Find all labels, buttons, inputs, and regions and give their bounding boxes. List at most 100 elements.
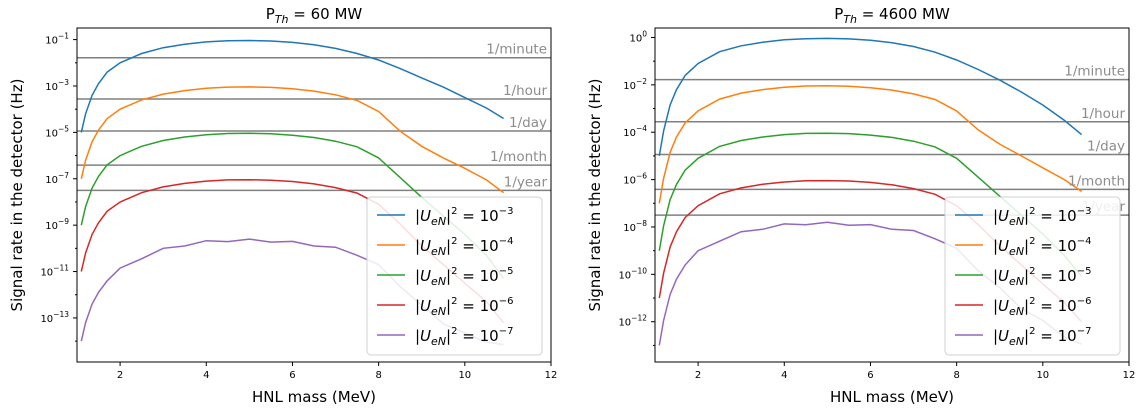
legend-label-sub: eN xyxy=(1009,305,1024,318)
x-axis-label: HNL mass (MeV) xyxy=(252,388,376,406)
y-tick-exp: −6 xyxy=(636,172,647,181)
y-tick-base: 10 xyxy=(45,82,58,93)
legend-label: |UeN|2 = 10−5 xyxy=(993,266,1091,288)
legend-label: |UeN|2 = 10−7 xyxy=(993,326,1091,348)
y-tick-label: 10−1 xyxy=(45,32,69,47)
legend-label-u: |U xyxy=(415,267,431,285)
legend-label: |UeN|2 = 10−5 xyxy=(415,266,513,288)
legend-label-sub: eN xyxy=(431,335,446,348)
y-tick-exp: −9 xyxy=(58,217,69,226)
legend-label-exp: −5 xyxy=(499,266,514,277)
y-axis-label: Signal rate in the detector (Hz) xyxy=(8,79,26,312)
series-line xyxy=(658,37,1083,157)
legend-label-bar: | xyxy=(446,297,451,315)
series-line xyxy=(80,86,505,194)
legend-label-sub: eN xyxy=(431,245,446,258)
legend-label-bar: | xyxy=(1024,267,1029,285)
reference-label: 1/month xyxy=(1068,173,1125,189)
legend-label-eq: = 10 xyxy=(457,267,498,285)
x-tick-label: 12 xyxy=(1123,370,1136,381)
y-tick-label: 10−5 xyxy=(45,124,69,139)
legend-label-u: |U xyxy=(415,207,431,225)
legend-label-exp: −3 xyxy=(1077,206,1092,217)
y-tick-base: 10 xyxy=(618,318,631,329)
x-tick-label: 12 xyxy=(545,370,558,381)
legend-label-u: |U xyxy=(993,297,1009,315)
legend-label: |UeN|2 = 10−6 xyxy=(415,296,513,318)
legend-label-sub: eN xyxy=(1009,335,1024,348)
legend-label: |UeN|2 = 10−7 xyxy=(415,326,513,348)
legend-label-bar: | xyxy=(446,237,451,255)
reference-label: 1/hour xyxy=(503,83,548,99)
chart-title-sub: Th xyxy=(843,13,857,26)
y-tick-exp: −4 xyxy=(636,124,647,133)
y-tick-exp: −8 xyxy=(636,219,647,228)
reference-label: 1/day xyxy=(509,115,547,131)
legend-label-eq: = 10 xyxy=(1035,207,1076,225)
y-tick-label: 10−6 xyxy=(623,172,647,187)
x-tick-label: 4 xyxy=(781,370,787,381)
chart-title-main: P xyxy=(834,5,843,23)
legend-label-exp: −7 xyxy=(1077,326,1092,337)
chart-panel-0: PTh = 60 MW 1/minute 1/hour 1/day 1/month 1/y… xyxy=(8,5,557,406)
reference-label: 1/day xyxy=(1087,138,1125,154)
legend-label-exp: −5 xyxy=(1077,266,1092,277)
legend-label-u: |U xyxy=(415,297,431,315)
y-tick-base: 10 xyxy=(623,223,636,234)
legend-label-eq: = 10 xyxy=(457,237,498,255)
legend-label-sq: 2 xyxy=(1029,326,1035,337)
legend-label-u: |U xyxy=(415,237,431,255)
legend-label-sub: eN xyxy=(1009,215,1024,228)
y-tick-exp: 0 xyxy=(642,29,647,38)
legend-label-sub: eN xyxy=(431,305,446,318)
legend-label-bar: | xyxy=(1024,327,1029,345)
legend-label-bar: | xyxy=(1024,207,1029,225)
legend-box xyxy=(944,196,1121,356)
legend-label-sq: 2 xyxy=(451,266,457,277)
x-axis-label: HNL mass (MeV) xyxy=(830,388,954,406)
x-tick-label: 8 xyxy=(375,370,381,381)
legend-label-sub: eN xyxy=(1009,245,1024,258)
y-tick-base: 10 xyxy=(629,33,642,44)
legend-label-bar: | xyxy=(1024,297,1029,315)
y-tick-label: 10−8 xyxy=(623,219,647,234)
x-tick-label: 2 xyxy=(695,370,701,381)
y-tick-exp: −13 xyxy=(53,310,69,319)
legend-label-exp: −6 xyxy=(1077,296,1092,307)
legend-label-sq: 2 xyxy=(451,206,457,217)
y-tick-exp: −5 xyxy=(58,124,69,133)
x-tick-label: 10 xyxy=(458,370,471,381)
legend-label-bar: | xyxy=(446,327,451,345)
y-tick-base: 10 xyxy=(45,175,58,186)
y-tick-label: 10−10 xyxy=(618,266,647,281)
y-tick-base: 10 xyxy=(618,270,631,281)
y-axis-label: Signal rate in the detector (Hz) xyxy=(586,79,604,312)
y-tick-exp: −7 xyxy=(58,171,69,180)
y-tick-base: 10 xyxy=(40,314,53,325)
legend-label-exp: −3 xyxy=(499,206,514,217)
x-tick-label: 8 xyxy=(953,370,959,381)
legend-label-sq: 2 xyxy=(451,326,457,337)
legend-label-exp: −6 xyxy=(499,296,514,307)
y-tick-label: 10−9 xyxy=(45,217,69,232)
chart-title-sub: Th xyxy=(275,13,289,26)
legend-label-u: |U xyxy=(993,267,1009,285)
legend-label-eq: = 10 xyxy=(1035,297,1076,315)
y-tick-base: 10 xyxy=(45,36,58,47)
y-tick-label: 10−4 xyxy=(623,124,647,139)
legend: |UeN|2 = 10−3|UeN|2 = 10−4|UeN|2 = 10−5|… xyxy=(366,196,543,356)
chart-title-rest: = 60 MW xyxy=(289,5,363,23)
y-tick-exp: −11 xyxy=(53,264,69,273)
legend-label-sub: eN xyxy=(431,215,446,228)
legend-label-eq: = 10 xyxy=(1035,267,1076,285)
legend-label-sq: 2 xyxy=(451,236,457,247)
legend-label: |UeN|2 = 10−6 xyxy=(993,296,1091,318)
y-tick-label: 10−13 xyxy=(40,310,69,325)
chart-panel-1: PTh = 4600 MW 1/minute 1/hour 1/day 1/month 1… xyxy=(586,5,1135,406)
legend-box xyxy=(366,196,543,356)
y-tick-label: 100 xyxy=(629,29,647,44)
legend-label-sub: eN xyxy=(1009,275,1024,288)
legend-label-eq: = 10 xyxy=(457,297,498,315)
y-tick-exp: −2 xyxy=(636,77,647,86)
